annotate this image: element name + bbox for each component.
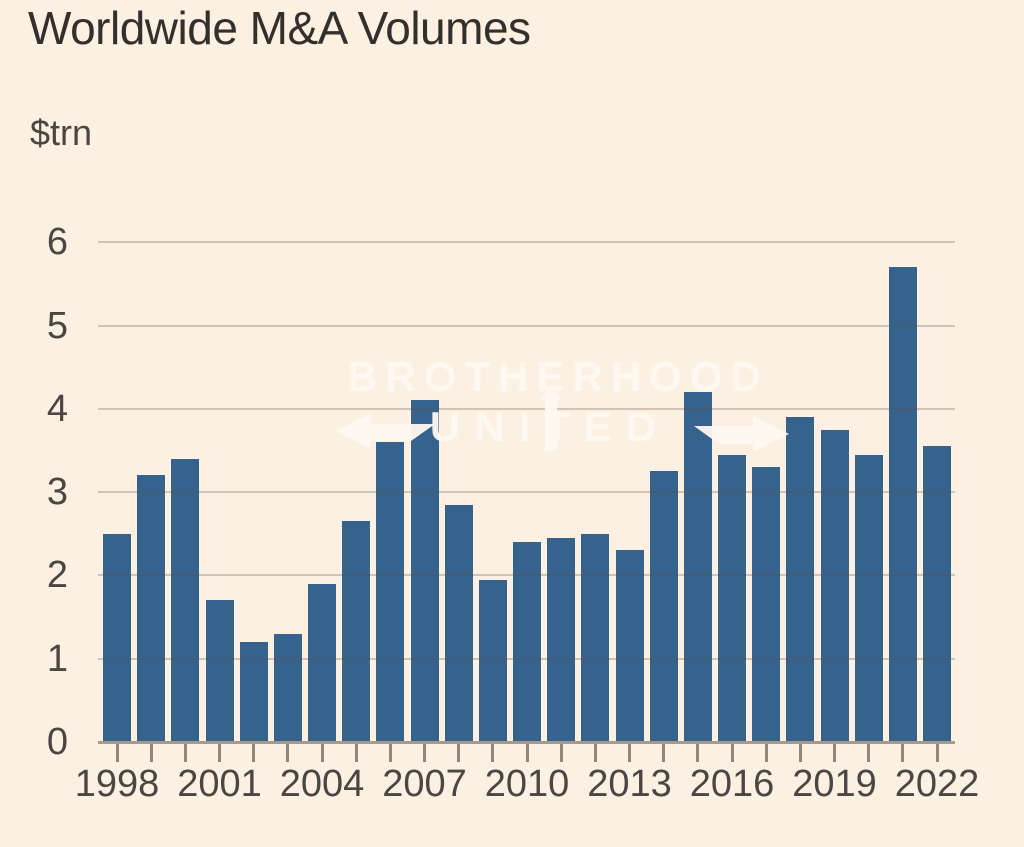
- page-title: Worldwide M&A Volumes: [28, 2, 531, 54]
- bar-1998: [103, 533, 131, 742]
- y-axis-label-6: 6: [46, 221, 68, 264]
- y-axis-label-3: 3: [46, 471, 68, 514]
- x-tick-1998: [115, 744, 119, 762]
- bar-2007: [410, 400, 439, 742]
- y-axis-label-5: 5: [46, 304, 68, 347]
- x-tick-2013: [628, 744, 631, 762]
- bar-2000: [171, 458, 200, 742]
- gridline-y-5: [98, 324, 955, 327]
- x-axis-label-2004: 2004: [279, 763, 365, 805]
- x-tick-2004: [320, 744, 324, 762]
- x-axis-label-2016: 2016: [689, 763, 775, 805]
- x-tick-2022: [935, 744, 939, 762]
- bar-2020: [854, 454, 883, 742]
- x-tick-2010: [525, 744, 529, 762]
- bar-2010: [513, 542, 541, 742]
- x-tick-2001: [218, 744, 221, 762]
- x-tick-2005: [354, 744, 358, 762]
- bar-2005: [342, 521, 371, 742]
- bar-2022: [923, 446, 951, 742]
- x-tick-2009: [491, 744, 495, 762]
- y-axis-label-2: 2: [46, 554, 68, 597]
- bar-2011: [547, 537, 576, 742]
- x-tick-2020: [867, 744, 871, 762]
- x-axis-label-2022: 2022: [894, 763, 980, 805]
- x-tick-2002: [252, 744, 256, 762]
- bar-2008: [444, 504, 473, 742]
- x-axis-label-2019: 2019: [792, 763, 877, 805]
- gridline-y-2: [98, 574, 955, 577]
- x-tick-2008: [457, 744, 461, 762]
- x-tick-2006: [388, 744, 392, 762]
- bar-1999: [137, 475, 166, 742]
- bar-2012: [581, 533, 610, 742]
- x-tick-2019: [833, 744, 836, 762]
- x-tick-2018: [798, 744, 802, 762]
- x-tick-2014: [662, 744, 666, 762]
- watermark-text-line1: BROTHERHOOD: [347, 353, 769, 400]
- bar-2002: [239, 642, 268, 742]
- x-tick-2015: [696, 744, 700, 762]
- x-axis-label-2007: 2007: [382, 763, 467, 805]
- bar-2004: [308, 583, 336, 742]
- y-axis-label-0: 0: [46, 721, 68, 763]
- gridline-y-4: [98, 407, 955, 410]
- x-tick-2012: [593, 744, 597, 762]
- bar-2014: [649, 471, 678, 742]
- bar-2003: [273, 633, 302, 742]
- x-tick-2021: [901, 744, 905, 762]
- gridline-y-6: [98, 241, 955, 244]
- bar-2019: [820, 429, 849, 742]
- x-tick-2016: [730, 744, 734, 762]
- bar-2016: [718, 454, 746, 742]
- bar-2021: [888, 267, 917, 742]
- x-axis-label-2001: 2001: [177, 763, 262, 805]
- bar-2009: [478, 579, 507, 742]
- x-tick-1999: [149, 744, 153, 762]
- x-tick-2000: [183, 744, 187, 762]
- x-tick-2007: [423, 744, 426, 762]
- bar-2017: [752, 467, 781, 742]
- bar-2013: [615, 550, 644, 742]
- x-axis-line: [98, 741, 955, 744]
- x-axis-label-1998: 1998: [74, 763, 160, 805]
- gridline-y-3: [98, 491, 955, 494]
- gridline-y-1: [98, 657, 955, 660]
- y-axis-label-1: 1: [46, 637, 68, 680]
- watermark-text-line2: UNITED: [429, 403, 671, 450]
- x-tick-2003: [286, 744, 290, 762]
- x-tick-2011: [559, 744, 563, 762]
- y-axis-label-4: 4: [46, 387, 68, 430]
- x-axis-label-2013: 2013: [587, 763, 672, 805]
- y-axis-unit-label: $trn: [30, 112, 93, 153]
- bar-2006: [376, 442, 405, 742]
- x-tick-2017: [764, 744, 768, 762]
- x-axis-label-2010: 2010: [484, 763, 570, 805]
- bar-2001: [205, 600, 234, 742]
- bar-2018: [786, 417, 815, 742]
